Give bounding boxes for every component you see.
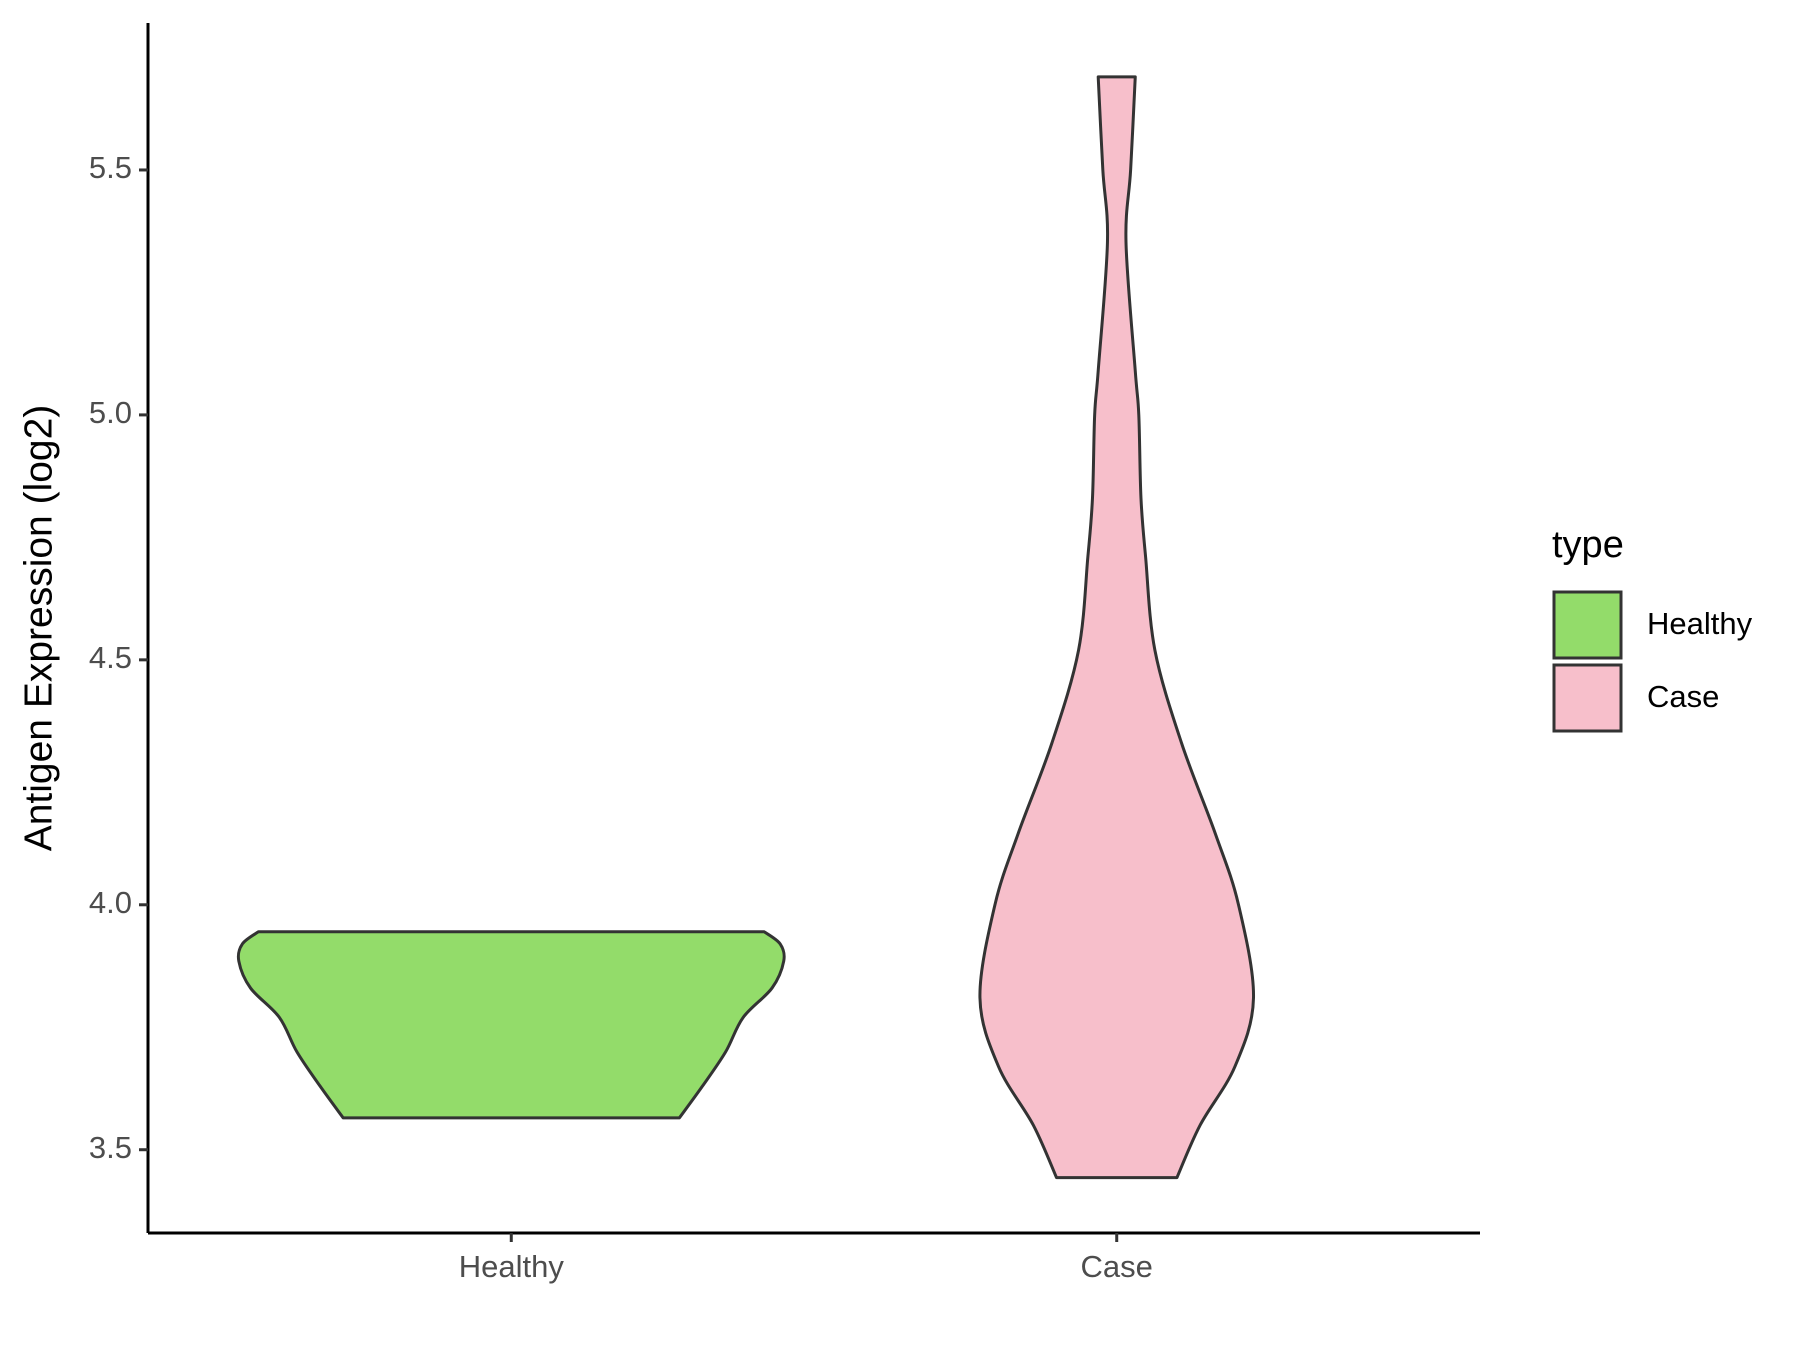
y-tick-label: 5.0 (89, 395, 132, 430)
legend-label: Healthy (1647, 606, 1753, 641)
y-tick-label: 3.5 (89, 1130, 132, 1165)
violin (236, 930, 786, 1120)
y-tick-label: 4.5 (89, 640, 132, 675)
x-tick-label: Case (1081, 1249, 1153, 1284)
legend-key (1552, 663, 1623, 733)
legend-key (1552, 590, 1623, 660)
y-tick-label: 5.5 (89, 150, 132, 185)
y-axis-title: Antigen Expression (log2) (17, 405, 60, 852)
legend-label: Case (1647, 679, 1719, 714)
legend-title: type (1552, 524, 1624, 566)
x-tick-label: Healthy (459, 1249, 565, 1284)
y-tick-label: 4.0 (89, 885, 132, 920)
violin (978, 75, 1256, 1180)
